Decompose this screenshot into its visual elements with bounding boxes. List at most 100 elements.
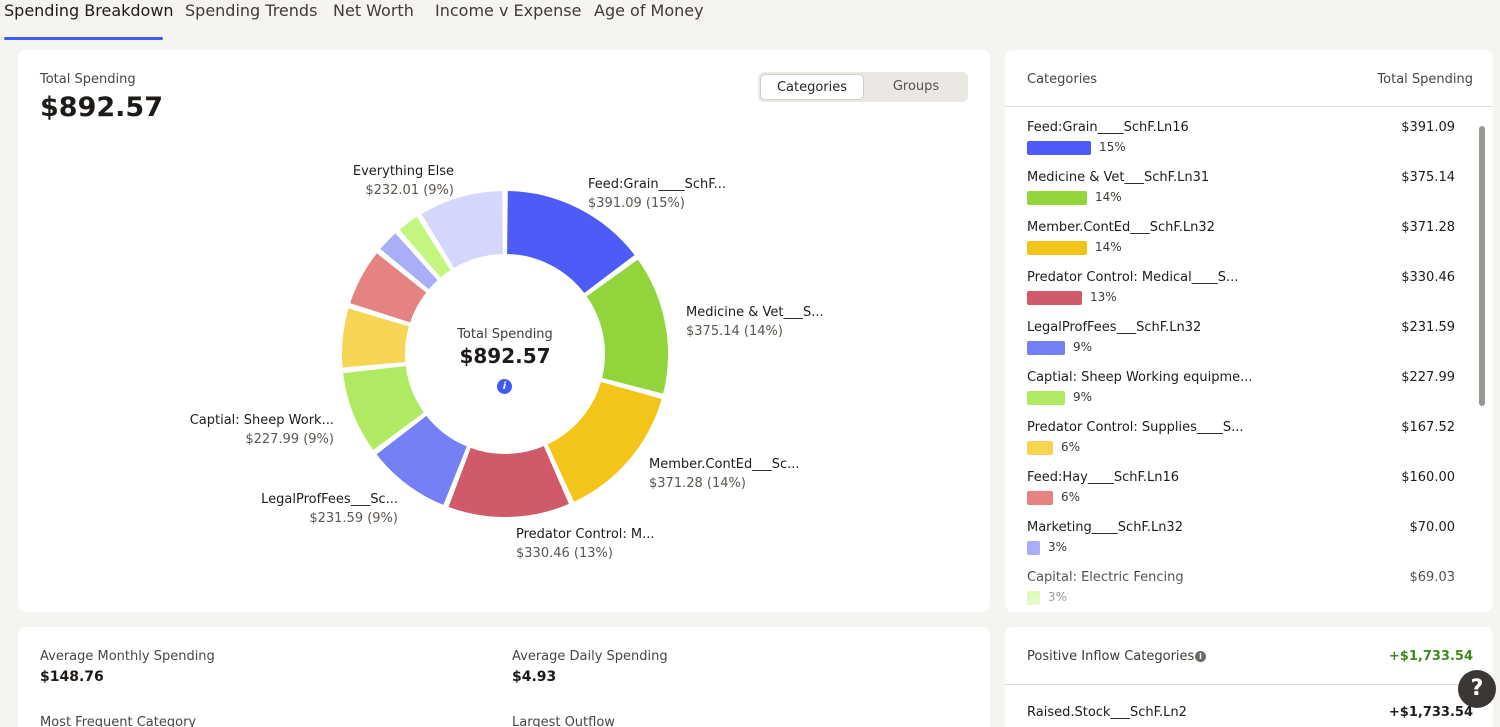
- category-row[interactable]: LegalProfFees___SchF.Ln32 $231.59 9%: [1005, 308, 1475, 358]
- category-row[interactable]: Predator Control: Medical____S... $330.46…: [1005, 258, 1475, 308]
- slice-label-amount: $330.46 (13%): [516, 546, 613, 561]
- slice-label-predator-control: Predator Control: M... $330.46 (13%): [516, 526, 655, 563]
- avg-daily-label: Average Daily Spending: [512, 649, 668, 664]
- category-row-percent: 3%: [1048, 540, 1068, 554]
- category-row-name: Feed:Hay____SchF.Ln16: [1027, 470, 1180, 485]
- category-row[interactable]: Feed:Grain____SchF.Ln16 $391.09 15%: [1005, 108, 1475, 158]
- category-row-bar: [1027, 241, 1087, 255]
- category-row-amount: $69.03: [1409, 570, 1456, 585]
- total-spending-value: $892.57: [40, 92, 163, 123]
- category-row-bar: [1027, 541, 1040, 555]
- most-frequent-label: Most Frequent Category: [40, 715, 197, 727]
- donut-slice[interactable]: [340, 306, 412, 370]
- help-button[interactable]: ?: [1458, 670, 1496, 708]
- category-row-name: Capital: Electric Fencing: [1027, 570, 1184, 585]
- category-row-amount: $391.09: [1401, 120, 1455, 135]
- category-row-amount: $375.14: [1401, 170, 1455, 185]
- inflow-row[interactable]: Raised.Stock___SchF.Ln2 +$1,733.54: [1005, 705, 1493, 725]
- category-list-scrollbar[interactable]: [1479, 126, 1485, 406]
- category-row[interactable]: Capital: Electric Fencing $69.03 3%: [1005, 558, 1475, 608]
- category-row[interactable]: Captial: Sheep Working equipme... $227.99…: [1005, 358, 1475, 408]
- category-row-amount: $167.52: [1401, 420, 1455, 435]
- avg-monthly-label: Average Monthly Spending: [40, 649, 215, 664]
- slice-label-legalproffees: LegalProfFees___Sc... $231.59 (9%): [238, 491, 398, 528]
- category-row-percent: 9%: [1073, 390, 1093, 404]
- category-list-header: Categories Total Spending: [1005, 50, 1493, 107]
- category-row[interactable]: Marketing____SchF.Ln32 $70.00 3%: [1005, 508, 1475, 558]
- donut-slice[interactable]: [505, 189, 637, 296]
- slice-label-amount: $232.01 (9%): [365, 183, 454, 198]
- donut-slice[interactable]: [347, 250, 429, 325]
- donut-slice[interactable]: [446, 443, 572, 519]
- slice-label-amount: $231.59 (9%): [309, 511, 398, 526]
- tab-spending-breakdown[interactable]: Spending Breakdown: [4, 1, 174, 20]
- category-row-name: Medicine & Vet___SchF.Ln31: [1027, 170, 1210, 185]
- inflow-row-name: Raised.Stock___SchF.Ln2: [1027, 705, 1187, 720]
- category-row-name: Captial: Sheep Working equipme...: [1027, 370, 1253, 385]
- tab-age-of-money[interactable]: Age of Money: [594, 1, 704, 20]
- category-row-amount: $70.00: [1409, 520, 1456, 535]
- category-row-name: LegalProfFees___SchF.Ln32: [1027, 320, 1202, 335]
- inflow-header: Positive Inflow Categories i +$1,733.54: [1005, 627, 1493, 685]
- category-row-name: Feed:Grain____SchF.Ln16: [1027, 120, 1189, 135]
- slice-label-everything-else: Everything Else $232.01 (9%): [294, 163, 454, 200]
- category-row-name: Predator Control: Supplies____S...: [1027, 420, 1244, 435]
- category-list-card: Categories Total Spending Feed:Grain____…: [1005, 50, 1493, 612]
- category-row[interactable]: Predator Control: Supplies____S... $167.5…: [1005, 408, 1475, 458]
- donut-center-title: Total Spending: [457, 327, 553, 342]
- category-row-bar: [1027, 391, 1065, 405]
- category-row-percent: 13%: [1090, 290, 1117, 304]
- donut-slice[interactable]: [341, 364, 427, 453]
- info-icon[interactable]: i: [497, 379, 512, 394]
- slice-label-member-conted: Member.ContEd___Sc... $371.28 (14%): [649, 456, 800, 493]
- tab-net-worth[interactable]: Net Worth: [333, 1, 414, 20]
- tab-spending-trends[interactable]: Spending Trends: [185, 1, 318, 20]
- slice-label-captial-sheep: Captial: Sheep Work... $227.99 (9%): [174, 412, 334, 449]
- largest-outflow-label: Largest Outflow: [512, 715, 615, 727]
- slice-label-feed-grain: Feed:Grain____SchF... $391.09 (15%): [588, 176, 726, 213]
- category-row[interactable]: Medicine & Vet___SchF.Ln31 $375.14 14%: [1005, 158, 1475, 208]
- spending-stats-card: Average Monthly Spending $148.76 Average…: [18, 627, 990, 727]
- category-row-percent: 6%: [1061, 490, 1081, 504]
- slice-label-name: LegalProfFees___Sc...: [261, 492, 398, 507]
- slice-label-name: Medicine & Vet___S...: [686, 305, 824, 320]
- category-row-amount: $160.00: [1401, 470, 1455, 485]
- category-row-percent: 3%: [1048, 590, 1068, 604]
- category-row-bar: [1027, 591, 1040, 605]
- category-row-percent: 15%: [1099, 140, 1126, 154]
- category-row-percent: 14%: [1095, 190, 1122, 204]
- inflow-header-label: Positive Inflow Categories: [1027, 649, 1195, 664]
- info-icon[interactable]: i: [1195, 651, 1206, 662]
- toggle-groups-button[interactable]: Groups: [892, 79, 940, 94]
- avg-monthly-value: $148.76: [40, 669, 104, 685]
- category-row-bar: [1027, 491, 1053, 505]
- donut-slice[interactable]: [377, 230, 440, 292]
- category-row-amount: $231.59: [1401, 320, 1455, 335]
- category-row[interactable]: Feed:Hay____SchF.Ln16 $160.00 6%: [1005, 458, 1475, 508]
- category-row-name: Member.ContEd___SchF.Ln32: [1027, 220, 1215, 235]
- slice-label-amount: $391.09 (15%): [588, 196, 685, 211]
- category-row-name: Predator Control: Medical____S...: [1027, 270, 1239, 285]
- slice-label-name: Feed:Grain____SchF...: [588, 177, 727, 192]
- donut-slice[interactable]: [374, 413, 470, 508]
- donut-slice[interactable]: [397, 214, 453, 280]
- slice-label-name: Everything Else: [352, 164, 454, 179]
- report-tabs: Spending Breakdown Spending Trends Net W…: [0, 0, 1500, 40]
- category-row-percent: 14%: [1095, 240, 1122, 254]
- toggle-categories-button[interactable]: Categories: [760, 74, 864, 100]
- donut-slice[interactable]: [545, 379, 664, 505]
- slice-label-medicine-vet: Medicine & Vet___S... $375.14 (14%): [686, 304, 824, 341]
- slice-label-amount: $227.99 (9%): [245, 432, 334, 447]
- category-column-header: Categories: [1027, 72, 1098, 87]
- category-row-amount: $330.46: [1401, 270, 1455, 285]
- view-toggle: Categories Groups: [758, 72, 968, 102]
- category-row-bar: [1027, 141, 1091, 155]
- slice-label-amount: $371.28 (14%): [649, 476, 746, 491]
- category-row-name: Marketing____SchF.Ln32: [1027, 520, 1183, 535]
- donut-slice[interactable]: [584, 257, 670, 396]
- total-spending-column-header: Total Spending: [1377, 72, 1473, 87]
- category-row[interactable]: Member.ContEd___SchF.Ln32 $371.28 14%: [1005, 208, 1475, 258]
- donut-slice[interactable]: [419, 189, 505, 271]
- tab-income-v-expense[interactable]: Income v Expense: [435, 1, 582, 20]
- spending-donut-chart: [340, 189, 670, 519]
